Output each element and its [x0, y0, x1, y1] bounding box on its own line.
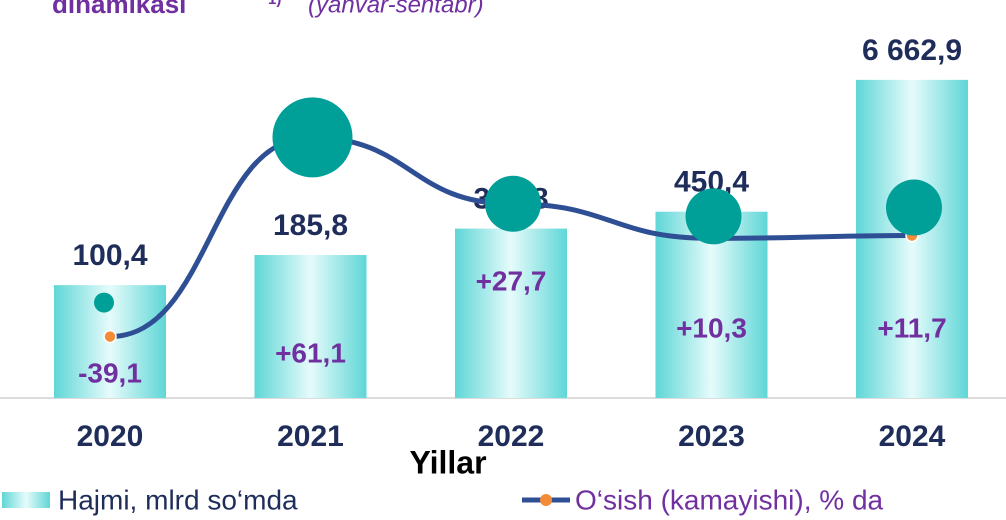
x-tick-label: 2024	[879, 420, 946, 453]
x-axis-label: Yillar	[409, 444, 486, 480]
legend-label: O‘sish (kamayishi), % da	[575, 484, 884, 515]
legend-label: Hajmi, mlrd so‘mda	[58, 484, 298, 515]
growth-bubble	[272, 97, 353, 178]
bar-value-label: 100,4	[72, 239, 147, 272]
legend-swatch	[2, 492, 50, 508]
x-tick-label: 2020	[77, 420, 144, 453]
x-tick-label: 2023	[678, 420, 745, 453]
bar	[455, 228, 567, 398]
growth-bubble	[886, 179, 942, 236]
bar-value-label: 6 662,9	[862, 34, 962, 67]
growth-bubble	[94, 292, 114, 313]
growth-line	[109, 134, 913, 340]
chart-title: dinamikasi	[52, 0, 186, 19]
growth-value-label: +11,7	[877, 312, 946, 343]
bar	[254, 255, 367, 398]
growth-value-label: +27,7	[476, 265, 547, 296]
subtitle: (yanvar-sentabr)	[308, 0, 484, 18]
growth-value-label: +10,3	[676, 312, 747, 343]
x-tick-label: 2022	[478, 420, 545, 453]
title-note: 1)	[268, 0, 281, 8]
bar-value-label: 185,8	[273, 209, 348, 242]
growth-bubble	[485, 175, 541, 232]
growth-bubble	[685, 188, 742, 245]
growth-value-label: -39,1	[78, 357, 142, 388]
x-tick-label: 2021	[277, 420, 344, 453]
legend-marker	[540, 494, 552, 506]
growth-value-label: +61,1	[275, 337, 346, 368]
growth-marker	[103, 329, 117, 344]
